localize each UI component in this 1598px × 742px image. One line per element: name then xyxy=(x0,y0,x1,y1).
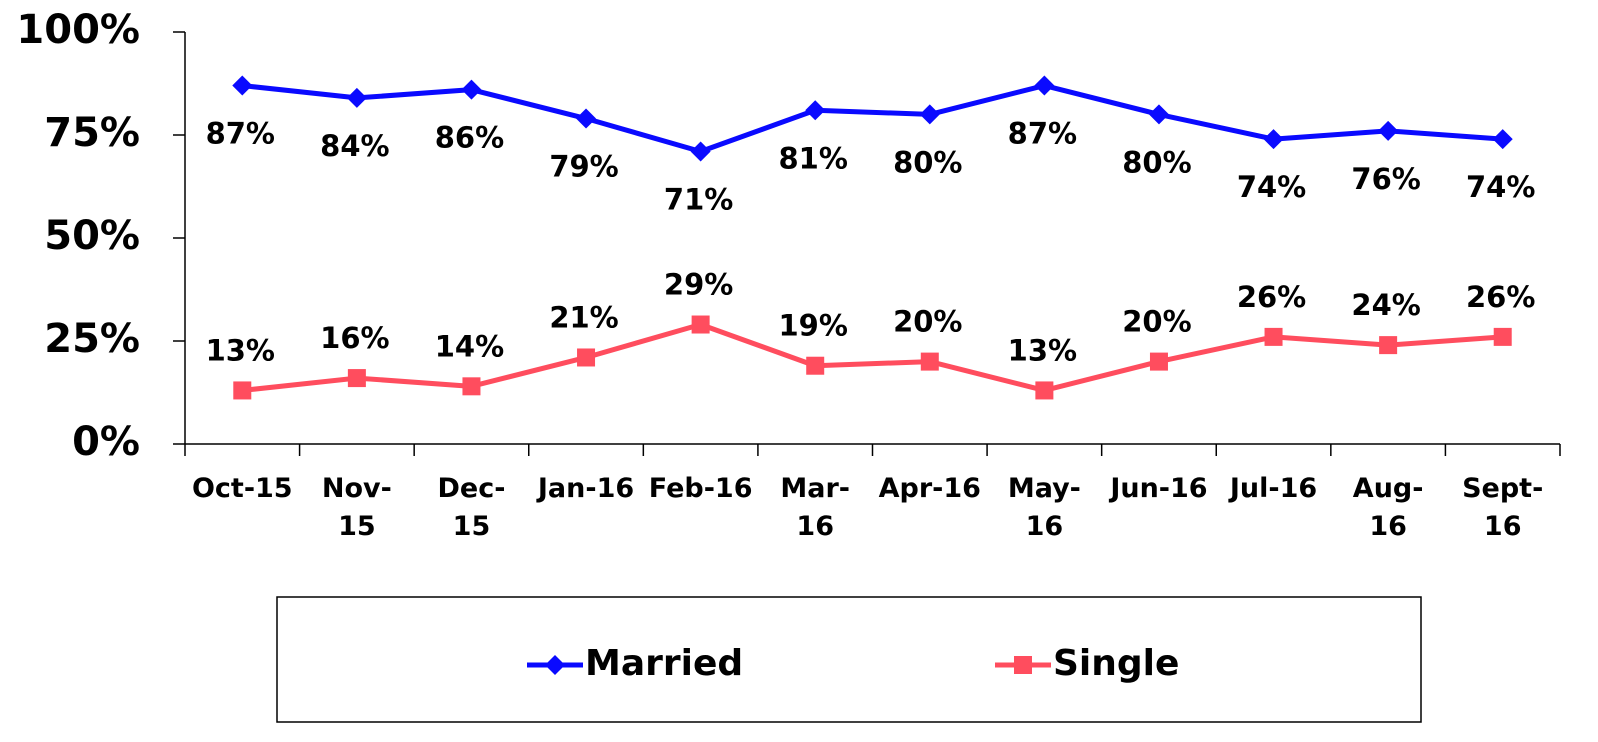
y-tick-label: 75% xyxy=(44,110,140,156)
data-label: 74% xyxy=(1466,170,1535,204)
data-label: 20% xyxy=(893,305,962,339)
x-tick-label: Aug-16 xyxy=(1352,473,1424,542)
data-point xyxy=(1264,327,1283,346)
data-point xyxy=(462,377,481,396)
data-point xyxy=(233,381,252,400)
data-point xyxy=(1149,352,1168,371)
x-tick-label: Oct-15 xyxy=(191,473,293,504)
x-tick-label: Mar-16 xyxy=(780,473,850,542)
data-point xyxy=(1148,104,1169,125)
data-point xyxy=(691,315,710,334)
data-label: 26% xyxy=(1466,280,1535,314)
data-label: 24% xyxy=(1351,288,1420,322)
data-label: 74% xyxy=(1237,170,1306,204)
legend-label: Single xyxy=(1053,643,1179,684)
data-label: 87% xyxy=(1008,117,1077,151)
series-line xyxy=(242,322,1503,393)
data-point xyxy=(576,108,597,129)
x-tick-label: Sept-16 xyxy=(1462,473,1544,542)
data-label: 13% xyxy=(206,333,275,367)
legend-box xyxy=(276,596,1422,723)
data-label: 80% xyxy=(893,145,962,179)
data-point xyxy=(347,369,366,388)
data-point xyxy=(690,141,711,162)
data-point xyxy=(232,75,253,96)
x-tick-label: Jan-16 xyxy=(537,473,635,504)
data-label: 87% xyxy=(206,117,275,151)
data-point xyxy=(1378,120,1399,141)
data-label: 81% xyxy=(778,141,847,175)
data-point xyxy=(805,100,826,121)
data-label: 84% xyxy=(320,129,389,163)
data-label: 80% xyxy=(1122,145,1191,179)
data-point xyxy=(1035,381,1054,400)
data-point xyxy=(461,79,482,100)
data-point xyxy=(806,356,825,375)
data-label: 16% xyxy=(320,321,389,355)
x-tick-label: May-16 xyxy=(1007,473,1081,542)
data-point xyxy=(1379,336,1398,355)
x-tick-label: Nov-15 xyxy=(321,473,392,542)
x-tick-label: Jun-16 xyxy=(1110,473,1208,504)
data-point xyxy=(1034,75,1055,96)
data-label: 86% xyxy=(435,121,504,155)
data-label: 14% xyxy=(435,329,504,363)
data-label: 29% xyxy=(664,268,733,302)
data-label: 76% xyxy=(1351,162,1420,196)
legend-label: Married xyxy=(585,643,743,684)
legend-marker xyxy=(545,655,565,675)
x-tick-label: Jul-16 xyxy=(1229,473,1318,504)
data-point xyxy=(1263,129,1284,150)
series-line xyxy=(242,83,1503,154)
y-tick-label: 50% xyxy=(44,213,140,259)
data-label: 20% xyxy=(1122,305,1191,339)
data-point xyxy=(346,87,367,108)
x-tick-label: Apr-16 xyxy=(878,473,981,504)
y-tick-label: 25% xyxy=(44,316,140,362)
data-point xyxy=(1492,129,1513,150)
legend-marker xyxy=(1014,656,1032,674)
data-label: 79% xyxy=(549,150,618,184)
x-tick-label: Dec-15 xyxy=(437,473,506,542)
data-label: 26% xyxy=(1237,280,1306,314)
data-point xyxy=(577,348,596,367)
data-point xyxy=(919,104,940,125)
data-label: 21% xyxy=(549,300,618,334)
y-tick-label: 0% xyxy=(72,419,140,465)
data-label: 19% xyxy=(778,309,847,343)
data-point xyxy=(920,352,939,371)
data-label: 71% xyxy=(664,182,733,216)
y-tick-label: 100% xyxy=(16,7,140,53)
x-tick-label: Feb-16 xyxy=(648,473,753,504)
data-label: 13% xyxy=(1008,333,1077,367)
data-point xyxy=(1493,327,1512,346)
